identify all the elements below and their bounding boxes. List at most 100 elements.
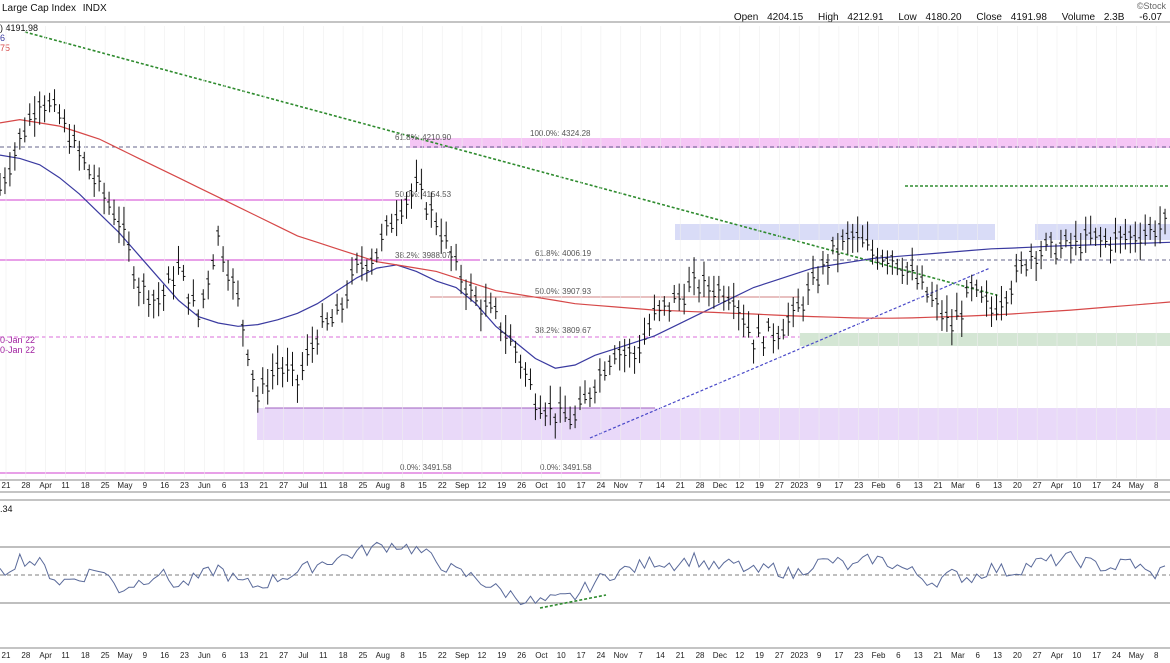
x-tick-label-bottom: 9 [143, 651, 148, 660]
x-tick-label-bottom: 6 [896, 651, 901, 660]
x-tick-label: 23 [854, 481, 863, 490]
fib-label: 0.0%: 3491.58 [540, 463, 592, 472]
x-tick-label-bottom: 18 [81, 651, 90, 660]
x-tick-label: 19 [497, 481, 506, 490]
fib-label: 38.2%: 3809.67 [535, 326, 592, 335]
x-tick-label: 21 [2, 481, 11, 490]
x-tick-label-bottom: 25 [358, 651, 367, 660]
rsi-divergence-line [539, 594, 607, 609]
x-tick-label: Apr [1051, 481, 1064, 490]
x-tick-label-bottom: May [117, 651, 132, 660]
x-tick-label: 18 [81, 481, 90, 490]
x-tick-label: Sep [455, 481, 470, 490]
x-tick-label-bottom: 12 [735, 651, 744, 660]
x-tick-label: 28 [21, 481, 30, 490]
close-readout: Close 4191.98 [976, 12, 1047, 23]
rsi-label: .34 [0, 504, 13, 514]
x-tick-label-bottom: 10 [1072, 651, 1081, 660]
x-tick-label-bottom: 11 [319, 651, 328, 660]
change-readout: -6.07 [1139, 12, 1162, 23]
chart-header: Large Cap Index INDX ©Stock Open 4204.15… [0, 0, 1170, 23]
date-note-2: 0-Jan 22 [0, 345, 35, 355]
x-tick-label-bottom: 10 [557, 651, 566, 660]
x-tick-label-bottom: 13 [914, 651, 923, 660]
x-tick-label: Nov [614, 481, 628, 490]
x-tick-label-bottom: Jun [198, 651, 211, 660]
x-tick-label-bottom: 21 [2, 651, 11, 660]
x-tick-label-bottom: 21 [934, 651, 943, 660]
x-tick-label: 9 [817, 481, 822, 490]
x-tick-label: 8 [1154, 481, 1159, 490]
x-tick-label: 27 [279, 481, 288, 490]
x-tick-label-bottom: 13 [993, 651, 1002, 660]
x-tick-label-bottom: 12 [477, 651, 486, 660]
x-tick-label: 24 [1112, 481, 1121, 490]
high-readout: High 4212.91 [818, 12, 884, 23]
rsi-line [0, 541, 1166, 606]
x-tick-label: 16 [160, 481, 169, 490]
low-readout: Low 4180.20 [898, 12, 962, 23]
x-tick-label-bottom: Feb [872, 651, 886, 660]
fib-label: 38.2%: 3988.07 [395, 251, 452, 260]
x-tick-label-bottom: 17 [1092, 651, 1101, 660]
x-tick-label: Aug [376, 481, 390, 490]
x-tick-label-bottom: 11 [61, 651, 70, 660]
x-tick-label-bottom: 27 [1033, 651, 1042, 660]
price-bars [0, 89, 1168, 439]
index-name: Large Cap Index [2, 3, 76, 14]
x-axis-bottom: 21 28 Apr 11 18 25 May 9 16 23 Jun 6 13 21 27 Jul 11 18 25… [2, 651, 1159, 660]
uptrend-line [589, 267, 991, 439]
ma-short-legend: 6 [0, 33, 5, 43]
volume-readout: Volume 2.3B [1061, 12, 1125, 23]
x-tick-label: 7 [638, 481, 643, 490]
x-tick-label-bottom: Jul [298, 651, 308, 660]
x-grid [5, 26, 1157, 478]
x-tick-label: 27 [775, 481, 784, 490]
x-tick-label-bottom: 17 [577, 651, 586, 660]
x-tick-label: 25 [101, 481, 110, 490]
x-tick-label-bottom: 19 [497, 651, 506, 660]
zone-green [800, 333, 1170, 346]
fib-label: 61.8%: 4006.19 [535, 249, 592, 258]
open-readout: Open 4204.15 [733, 12, 804, 23]
fib-labels: 100.0%: 4324.28 61.8%: 4210.90 50.0%: 41… [395, 129, 592, 472]
x-tick-label: 10 [1072, 481, 1081, 490]
x-tick-label: 12 [477, 481, 486, 490]
x-tick-label: 18 [339, 481, 348, 490]
x-tick-label-bottom: 23 [854, 651, 863, 660]
x-axis: 21 28 Apr 11 18 25 May 9 16 23 Jun 6 13 21 27 Jul 11 18 25… [2, 481, 1159, 490]
x-tick-label-bottom: 24 [596, 651, 605, 660]
left-legend: ) 4191.98 6 75 0-Jan 22 0-Jan 22 .34 [0, 23, 38, 514]
x-tick-label: 21 [676, 481, 685, 490]
x-tick-label: Dec [713, 481, 727, 490]
x-tick-label-bottom: 20 [1013, 651, 1022, 660]
x-tick-label: May [1129, 481, 1144, 490]
x-tick-label-bottom: Sep [455, 651, 470, 660]
symbol-title: Large Cap Index INDX [2, 3, 107, 14]
x-tick-label: 13 [240, 481, 249, 490]
x-tick-label: Mar [951, 481, 965, 490]
moving-averages [0, 118, 1170, 369]
fib-label: 0.0%: 3491.58 [400, 463, 452, 472]
x-tick-label: 26 [517, 481, 526, 490]
x-tick-label-bottom: Nov [614, 651, 628, 660]
x-tick-label-bottom: 14 [656, 651, 665, 660]
x-tick-label-bottom: 16 [160, 651, 169, 660]
x-tick-label: 27 [1033, 481, 1042, 490]
x-tick-label: Apr [39, 481, 52, 490]
x-tick-label: 20 [1013, 481, 1022, 490]
x-tick-label: 23 [180, 481, 189, 490]
x-tick-label: 11 [61, 481, 70, 490]
x-tick-label: 2023 [790, 481, 808, 490]
stockcharts-logo: ©Stock [1136, 1, 1166, 11]
x-tick-label: 17 [834, 481, 843, 490]
x-tick-label: 14 [656, 481, 665, 490]
x-tick-label-bottom: 25 [101, 651, 110, 660]
x-tick-label: 12 [735, 481, 744, 490]
x-tick-label: 15 [418, 481, 427, 490]
ma-short-line [0, 154, 1170, 369]
zone-bottom-lavender [257, 408, 1170, 440]
x-tick-label: 21 [259, 481, 268, 490]
